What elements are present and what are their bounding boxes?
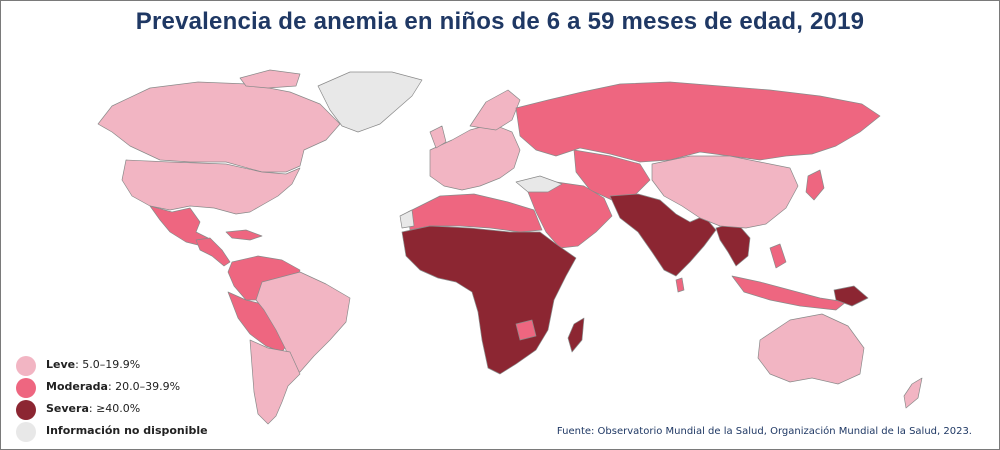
middle-east [527, 181, 613, 249]
source-note: Fuente: Observatorio Mundial de la Salud… [556, 426, 972, 437]
legend-swatch-no-data [16, 422, 36, 442]
turkey [515, 175, 563, 193]
legend-swatch-moderada [16, 378, 36, 398]
legend-label-moderada: Moderada [46, 380, 108, 393]
legend-item-moderada: Moderada: 20.0–39.9% [16, 378, 236, 398]
europe-west [429, 123, 521, 191]
legend-range-leve: : 5.0–19.9% [75, 358, 141, 371]
philippines [769, 243, 787, 269]
scandinavia [469, 89, 521, 131]
legend-swatch-leve [16, 356, 36, 376]
sub-saharan-africa [401, 225, 577, 375]
caribbean [225, 229, 263, 241]
indonesia [731, 275, 847, 311]
legend-label-leve: Leve [46, 358, 76, 371]
legend-label-severa: Severa [46, 402, 89, 415]
southern-africa-patch [515, 319, 537, 341]
madagascar [567, 317, 585, 353]
legend-item-leve: Leve: 5.0–19.9% [16, 356, 236, 376]
south-america-south [249, 339, 301, 425]
legend-item-no-data: Información no disponible [16, 422, 236, 442]
australia [757, 313, 865, 385]
legend-range-severa: : ≥40.0% [88, 402, 141, 415]
uk [429, 125, 447, 149]
central-america [195, 237, 231, 267]
new-zealand [903, 377, 923, 409]
usa [121, 159, 301, 215]
greenland [317, 71, 423, 133]
south-asia [609, 193, 717, 277]
map-title: Prevalencia de anemia en niños de 6 a 59… [135, 8, 865, 35]
arctic-islands [239, 69, 301, 89]
canada-alaska [97, 81, 341, 173]
china [651, 155, 799, 229]
legend-swatch-severa [16, 400, 36, 420]
western-sahara [399, 209, 415, 229]
japan [805, 169, 825, 201]
russia [515, 81, 881, 163]
sri-lanka [675, 277, 685, 293]
legend-item-severa: Severa: ≥40.0% [16, 400, 236, 420]
papua-new-guinea [833, 285, 869, 307]
brazil [255, 271, 351, 373]
legend-range-moderada: : 20.0–39.9% [107, 380, 181, 393]
southeast-asia-mainland [715, 221, 751, 267]
legend-label-no-data: Información no disponible [46, 424, 208, 437]
